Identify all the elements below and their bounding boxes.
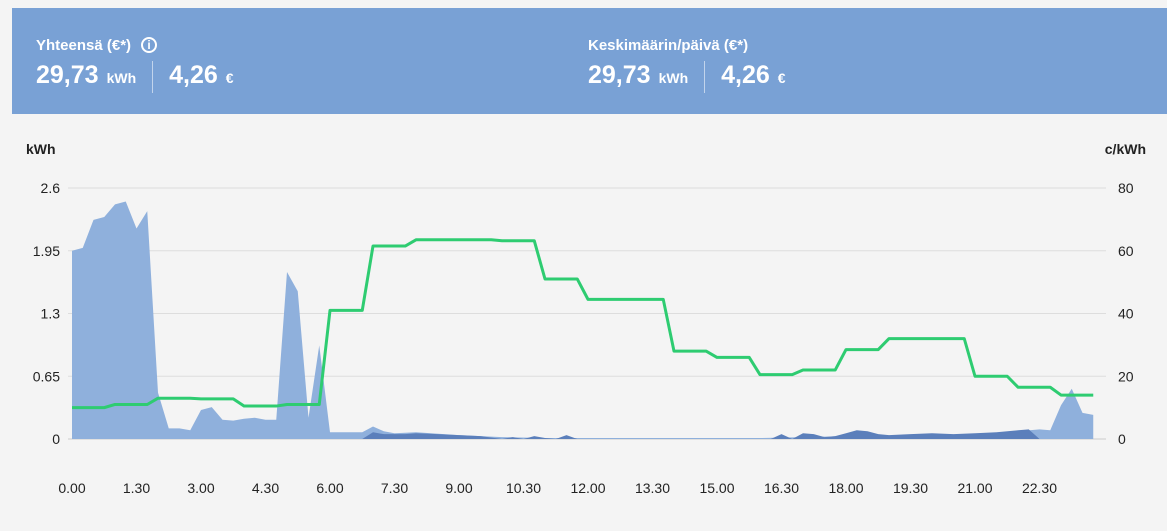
- x-tick-label: 6.00: [316, 480, 343, 496]
- x-tick-label: 0.00: [58, 480, 85, 496]
- left-tick-label: 0.65: [33, 368, 60, 384]
- x-tick-label: 18.00: [828, 480, 863, 496]
- x-tick-label: 10.30: [506, 480, 541, 496]
- total-block: Yhteensä (€*) i 29,73 kWh 4,26 €: [36, 35, 234, 93]
- axis-ticks: 0 0.65 1.3 1.95 2.6 0 20 40 60 80 0.00 1.30 3.00 4.30…: [33, 180, 1134, 496]
- left-tick-label: 2.6: [41, 180, 61, 196]
- right-tick-label: 60: [1118, 243, 1134, 259]
- left-tick-label: 1.3: [41, 306, 61, 322]
- info-icon[interactable]: i: [141, 37, 158, 53]
- x-tick-label: 1.30: [123, 480, 150, 496]
- average-cost: 4,26: [721, 61, 770, 89]
- price-line: [72, 238, 1094, 410]
- left-tick-label: 0: [52, 431, 60, 447]
- x-tick-label: 22.30: [1022, 480, 1057, 496]
- left-tick-label: 1.95: [33, 243, 60, 259]
- consumption-area-dark: [362, 429, 1040, 439]
- total-divider: [152, 61, 154, 93]
- left-axis-unit: kWh: [26, 141, 56, 157]
- price-line-group: [72, 238, 1094, 410]
- x-tick-label: 19.30: [893, 480, 928, 496]
- total-energy: 29,73: [36, 61, 99, 89]
- x-tick-label: 13.30: [635, 480, 670, 496]
- average-energy-unit: kWh: [658, 70, 689, 86]
- x-tick-label: 16.30: [764, 480, 799, 496]
- total-label: Yhteensä (€*): [36, 36, 132, 54]
- right-tick-label: 0: [1118, 431, 1126, 447]
- average-energy: 29,73: [588, 61, 651, 89]
- average-values: 29,73 kWh 4,26 €: [588, 61, 786, 93]
- x-tick-label: 12.00: [570, 480, 605, 496]
- right-tick-label: 80: [1118, 180, 1134, 196]
- total-title: Yhteensä (€*) i: [36, 35, 234, 55]
- x-tick-label: 3.00: [187, 480, 214, 496]
- total-cost-unit: €: [225, 70, 234, 86]
- total-energy-unit: kWh: [106, 70, 137, 86]
- right-axis-unit: c/kWh: [1105, 141, 1146, 157]
- right-tick-label: 20: [1118, 368, 1134, 384]
- x-tick-label: 15.00: [699, 480, 734, 496]
- total-cost: 4,26: [169, 61, 218, 89]
- grid: [68, 187, 1106, 440]
- x-tick-label: 21.00: [957, 480, 992, 496]
- x-tick-label: 4.30: [252, 480, 279, 496]
- average-label: Keskimäärin/päivä (€*): [588, 36, 749, 54]
- average-cost-unit: €: [777, 70, 786, 86]
- summary-header: Yhteensä (€*) i 29,73 kWh 4,26 € Keskimä…: [12, 8, 1167, 114]
- consumption-price-chart: 0 0.65 1.3 1.95 2.6 0 20 40 60 80 0.00 1.30 3.00 4.30…: [26, 141, 1146, 496]
- right-tick-label: 40: [1118, 306, 1134, 322]
- x-tick-label: 7.30: [381, 480, 408, 496]
- average-block: Keskimäärin/päivä (€*) 29,73 kWh 4,26 €: [588, 35, 786, 93]
- average-divider: [704, 61, 706, 93]
- x-tick-label: 9.00: [445, 480, 472, 496]
- consumption-area: [72, 201, 1094, 439]
- total-values: 29,73 kWh 4,26 €: [36, 61, 234, 93]
- average-title: Keskimäärin/päivä (€*): [588, 35, 786, 55]
- consumption-areas: [72, 201, 1094, 439]
